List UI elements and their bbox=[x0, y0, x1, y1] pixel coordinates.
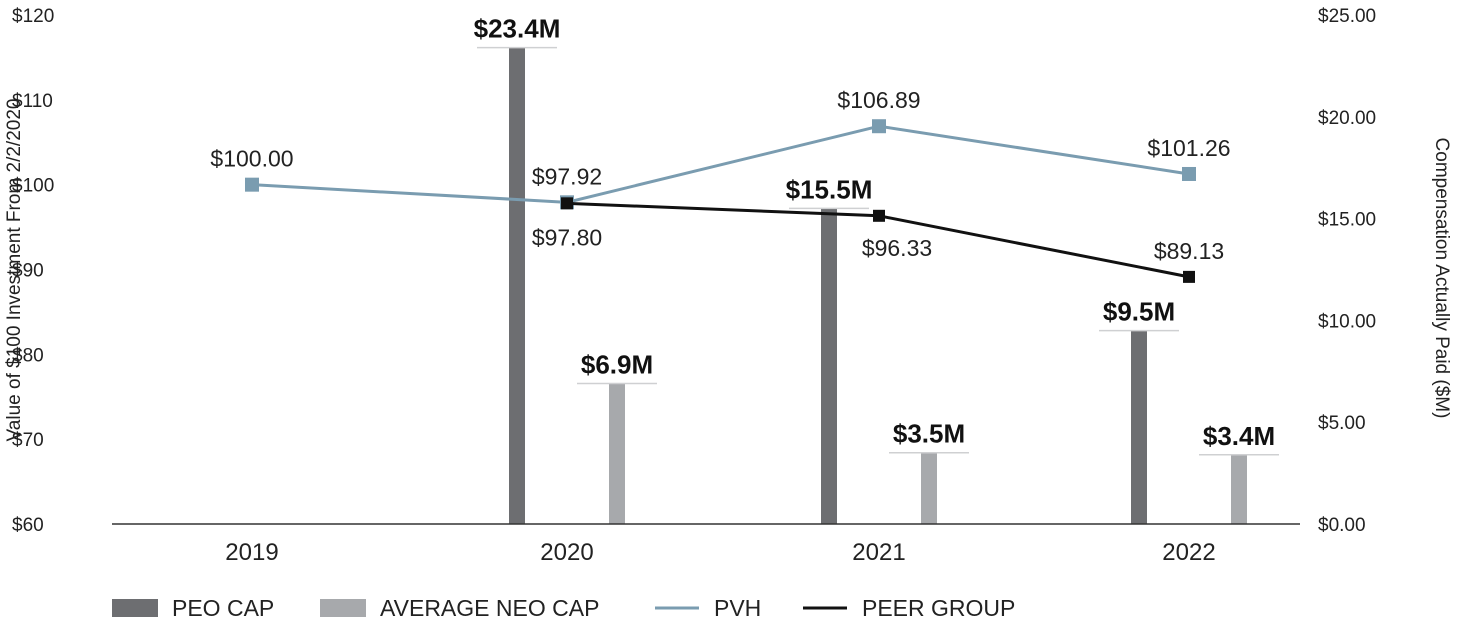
left-tick-label: $120 bbox=[12, 6, 54, 27]
x-tick-label: 2019 bbox=[225, 539, 278, 566]
peo-cap-bar bbox=[509, 47, 525, 525]
pvh-marker bbox=[1182, 166, 1196, 181]
legend-pvh-label: PVH bbox=[714, 595, 761, 621]
line-value-label: $106.89 bbox=[837, 87, 920, 113]
peer-group-marker bbox=[561, 197, 573, 210]
bar-value-label: $3.5M bbox=[893, 419, 965, 449]
left-tick-label: $60 bbox=[12, 515, 44, 536]
left-axis-title: Value of $100 Investment From 2/2/2020 bbox=[4, 99, 25, 442]
right-tick-label: $0.00 bbox=[1318, 515, 1366, 536]
pvh-marker bbox=[245, 177, 259, 192]
right-tick-label: $10.00 bbox=[1318, 311, 1376, 332]
x-tick-label: 2020 bbox=[540, 539, 593, 566]
peo-cap-bar bbox=[1131, 330, 1147, 524]
bar-value-label: $9.5M bbox=[1103, 297, 1175, 327]
left-tick-label: $100 bbox=[12, 176, 54, 197]
x-tick-label: 2021 bbox=[852, 539, 905, 566]
line-value-label: $100.00 bbox=[210, 146, 293, 172]
pvh-line bbox=[251, 124, 1190, 204]
left-tick-label: $70 bbox=[12, 430, 44, 451]
line-value-label: $97.92 bbox=[532, 163, 602, 189]
left-tick-label: $90 bbox=[12, 261, 44, 282]
left-tick-label: $80 bbox=[12, 345, 44, 366]
avg-neo-cap-bar bbox=[1231, 454, 1247, 524]
bar-value-label: $6.9M bbox=[581, 350, 653, 380]
right-tick-label: $25.00 bbox=[1318, 6, 1376, 27]
line-value-label: $97.80 bbox=[532, 224, 602, 250]
right-axis-title: Compensation Actually Paid ($M) bbox=[1431, 138, 1452, 419]
line-value-label: $96.33 bbox=[862, 235, 932, 261]
bar-value-label: $23.4M bbox=[474, 14, 561, 44]
peer-group-marker bbox=[1183, 270, 1195, 283]
bar-value-label: $3.4M bbox=[1203, 421, 1275, 451]
right-tick-label: $15.00 bbox=[1318, 210, 1376, 231]
avg-neo-cap-bar bbox=[609, 383, 625, 524]
left-tick-label: $110 bbox=[12, 91, 53, 112]
legend-peo-cap-swatch bbox=[112, 599, 158, 617]
pvh-marker bbox=[872, 119, 886, 134]
legend-avg-neo-cap-label: AVERAGE NEO CAP bbox=[380, 595, 599, 621]
avg-neo-cap-bar bbox=[921, 452, 937, 524]
legend-peer-group-label: PEER GROUP bbox=[862, 595, 1015, 621]
legend-peo-cap-label: PEO CAP bbox=[172, 595, 274, 621]
bar-value-label: $15.5M bbox=[786, 174, 873, 204]
x-tick-label: 2022 bbox=[1162, 539, 1215, 566]
right-tick-label: $5.00 bbox=[1318, 413, 1366, 434]
peo-cap-bar bbox=[821, 208, 837, 525]
right-tick-label: $20.00 bbox=[1318, 108, 1376, 129]
legend-avg-neo-cap-swatch bbox=[320, 599, 366, 617]
line-value-label: $89.13 bbox=[1154, 238, 1224, 264]
line-value-label: $101.26 bbox=[1147, 135, 1230, 161]
peer-group-marker bbox=[873, 209, 885, 222]
